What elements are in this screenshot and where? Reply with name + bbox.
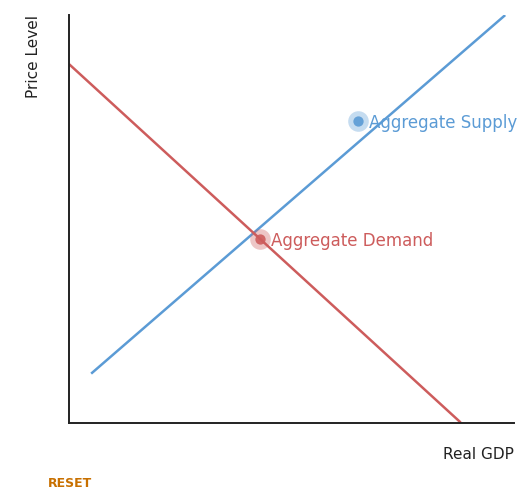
Point bbox=[256, 235, 264, 243]
Text: Aggregate Demand: Aggregate Demand bbox=[271, 232, 434, 250]
Text: Real GDP: Real GDP bbox=[443, 447, 514, 462]
Point bbox=[256, 235, 264, 243]
Text: RESET: RESET bbox=[48, 477, 92, 490]
Point bbox=[354, 117, 363, 125]
Text: Price Level: Price Level bbox=[26, 15, 41, 98]
Point bbox=[354, 117, 363, 125]
Text: Aggregate Supply: Aggregate Supply bbox=[369, 114, 518, 132]
